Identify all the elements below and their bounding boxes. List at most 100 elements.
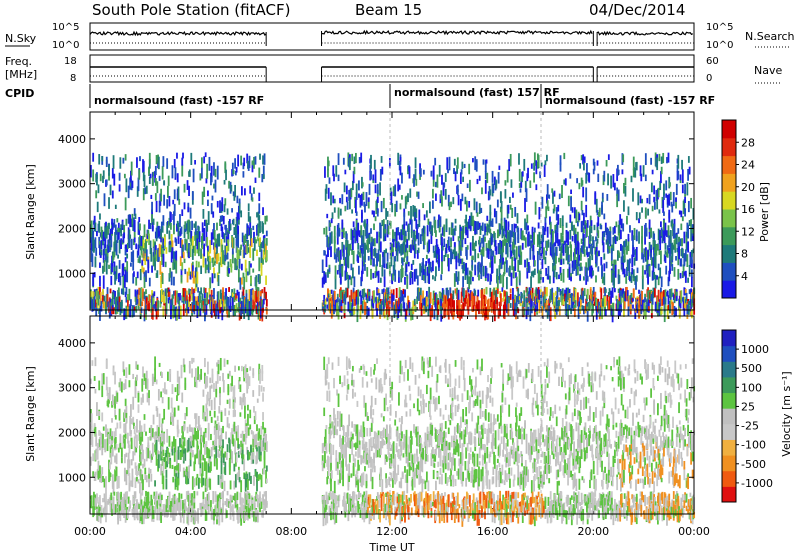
heatmap-cell [521, 293, 523, 299]
heatmap-cell [133, 305, 135, 317]
heatmap-cell [146, 378, 149, 389]
heatmap-cell [514, 257, 517, 272]
heatmap-cell [150, 247, 153, 262]
noise-right-tick-bottom: 10^0 [706, 40, 733, 51]
heatmap-cell [445, 294, 448, 308]
heatmap-cell [673, 305, 676, 318]
heatmap-cell [432, 178, 435, 187]
heatmap-cell [115, 265, 118, 280]
heatmap-cell [509, 265, 511, 277]
heatmap-cell [351, 153, 354, 162]
heatmap-cell [116, 422, 119, 429]
heatmap-cell [333, 173, 335, 182]
date-title: 04/Dec/2014 [589, 1, 685, 19]
heatmap-cell [360, 225, 363, 238]
heatmap-cell [683, 271, 686, 276]
heatmap-cell [213, 261, 216, 266]
heatmap-cell [105, 302, 107, 312]
heatmap-cell [365, 244, 368, 250]
heatmap-cell [117, 492, 120, 506]
heatmap-cell [427, 305, 430, 317]
heatmap-cell [158, 362, 161, 367]
cpid-segment-3: normalsound (fast) -157 RF [545, 94, 715, 107]
heatmap-cell [216, 253, 218, 264]
heatmap-cell [118, 409, 121, 421]
heatmap-cell [679, 238, 682, 247]
heatmap-cell [258, 203, 261, 214]
heatmap-cell [117, 227, 120, 235]
heatmap-cell [601, 298, 604, 304]
colorbar-swatch [722, 280, 736, 299]
heatmap-cell [425, 210, 428, 218]
heatmap-cell [325, 226, 328, 237]
heatmap-cell [341, 194, 344, 205]
heatmap-cell [196, 491, 199, 496]
heatmap-cell [392, 186, 395, 197]
heatmap-cell [596, 238, 599, 244]
heatmap-cell [574, 227, 577, 236]
heatmap-cell [374, 184, 377, 194]
heatmap-cell [107, 498, 110, 505]
heatmap-cell [582, 186, 585, 198]
heatmap-cell [166, 199, 169, 209]
heatmap-cell [405, 195, 408, 205]
heatmap-cell [125, 287, 128, 295]
heatmap-cell [499, 227, 502, 235]
heatmap-cell [630, 175, 633, 183]
heatmap-cell [173, 189, 176, 200]
heatmap-cell [200, 167, 203, 179]
heatmap-cell [586, 220, 589, 228]
heatmap-cell [551, 287, 554, 295]
heatmap-cell [604, 309, 607, 316]
heatmap-cell [160, 228, 163, 238]
heatmap-cell [461, 239, 464, 248]
heatmap-cell [481, 237, 483, 244]
heatmap-cell [428, 298, 431, 310]
heatmap-cell [484, 296, 487, 305]
heatmap-cell [115, 453, 118, 465]
heatmap-cell [171, 384, 174, 395]
heatmap-cell [655, 244, 658, 256]
heatmap-cell [247, 211, 250, 222]
heatmap-cell [330, 246, 332, 258]
heatmap-cell [558, 239, 561, 246]
heatmap-cell [459, 248, 462, 256]
heatmap-cell [441, 245, 444, 251]
heatmap-cell [623, 200, 625, 212]
heatmap-cell [175, 505, 178, 517]
heatmap-cell [373, 238, 376, 247]
heatmap-cell [660, 287, 662, 292]
heatmap-cell [171, 294, 174, 306]
heatmap-cell [131, 306, 134, 318]
heatmap-cell [441, 174, 443, 185]
heatmap-cell [177, 222, 180, 237]
heatmap-cell [662, 199, 665, 213]
heatmap-cell [101, 373, 104, 386]
heatmap-cell [674, 238, 677, 250]
heatmap-cell [367, 233, 369, 239]
heatmap-cell [527, 233, 529, 247]
heatmap-cell [353, 166, 356, 175]
heatmap-cell [142, 380, 145, 385]
heatmap-cell [607, 228, 609, 241]
heatmap-cell [541, 240, 544, 248]
heatmap-cell [201, 293, 204, 301]
heatmap-cell [185, 304, 188, 317]
heatmap-cell [245, 268, 248, 283]
heatmap-cell [223, 204, 226, 213]
heatmap-cell [339, 258, 341, 268]
heatmap-cell [462, 288, 465, 302]
heatmap-cell [219, 219, 221, 226]
heatmap-cell [626, 290, 629, 302]
heatmap-cell [148, 506, 151, 513]
heatmap-cell [618, 221, 621, 234]
heatmap-cell [618, 293, 621, 303]
heatmap-cell [681, 248, 684, 259]
heatmap-cell [212, 296, 215, 310]
heatmap-cell [100, 301, 103, 312]
heatmap-cell [204, 290, 206, 303]
heatmap-cell [131, 475, 134, 488]
heatmap-cell [469, 293, 471, 307]
heatmap-cell [126, 491, 129, 500]
heatmap-cell [668, 270, 671, 282]
